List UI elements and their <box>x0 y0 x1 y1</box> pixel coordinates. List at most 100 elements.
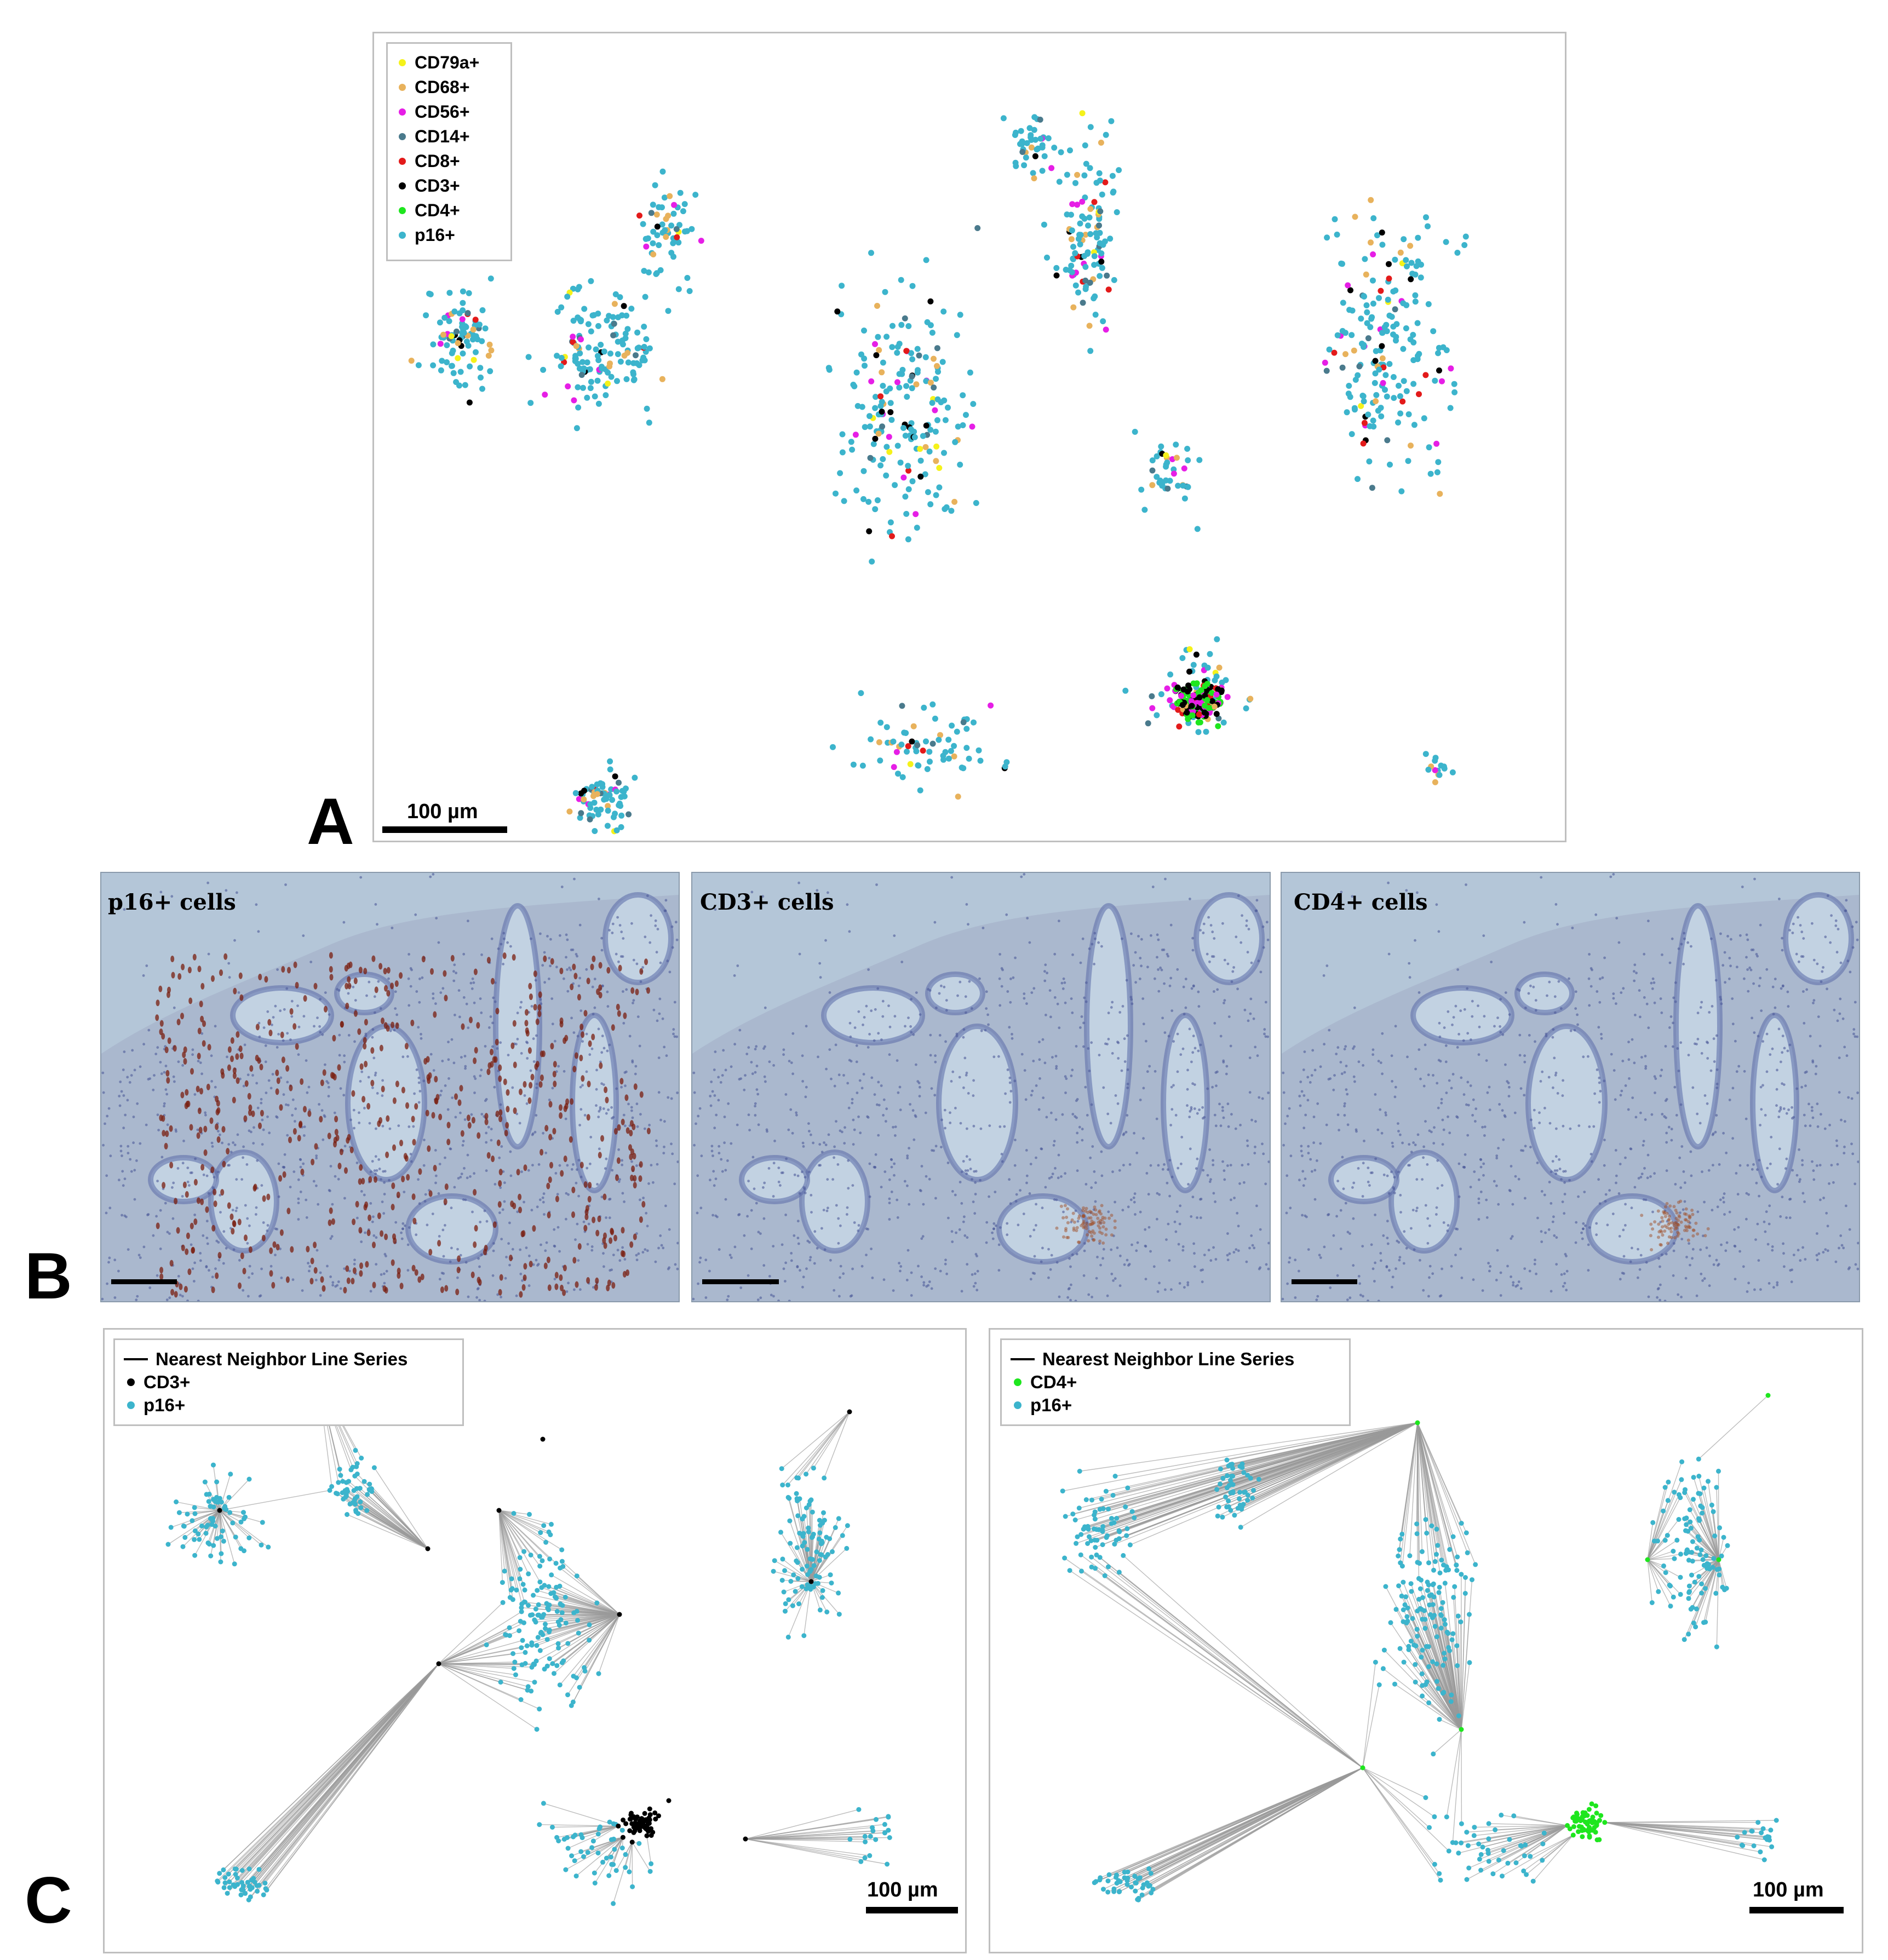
cell-point <box>631 376 638 383</box>
nucleus <box>1081 937 1084 940</box>
stain-mark <box>313 982 318 990</box>
stain-mark <box>179 1283 183 1290</box>
cell-point <box>606 313 612 319</box>
nucleus <box>1653 1172 1656 1175</box>
stain-mark <box>220 1189 225 1196</box>
nucleus <box>1212 1163 1215 1166</box>
cell-point <box>423 312 429 319</box>
nucleus <box>462 1140 465 1143</box>
nucleus <box>262 1221 265 1224</box>
nucleus <box>1191 936 1194 940</box>
cell-point <box>1405 458 1411 464</box>
nucleus <box>1651 977 1655 980</box>
nucleus <box>791 1032 795 1035</box>
stain-mark <box>572 1257 577 1264</box>
stain-mark <box>271 1281 276 1289</box>
nucleus <box>1622 1228 1625 1232</box>
nucleus <box>875 883 878 886</box>
nucleus <box>1120 1069 1123 1072</box>
nucleus <box>623 1071 627 1074</box>
nucleus <box>432 873 435 876</box>
nucleus <box>232 1248 236 1251</box>
nucleus <box>1752 982 1755 985</box>
nucleus <box>1679 1211 1682 1214</box>
cell-point <box>873 352 880 359</box>
nucleus <box>798 1192 801 1195</box>
nucleus <box>1428 1276 1431 1279</box>
stain-mark <box>583 1225 588 1232</box>
nucleus <box>1358 1282 1361 1285</box>
nucleus <box>911 1109 915 1112</box>
cell-point <box>1356 363 1363 370</box>
cell-point <box>1190 692 1197 699</box>
nucleus <box>1199 1198 1202 1201</box>
nucleus <box>120 1154 123 1157</box>
stain-mark <box>197 1053 201 1060</box>
stain-mark <box>185 1248 189 1255</box>
stain-mark <box>358 1178 362 1185</box>
stain-mark <box>552 1071 556 1078</box>
nucleus <box>442 1255 445 1258</box>
stain-mark <box>217 1252 222 1259</box>
cell-point <box>957 462 963 468</box>
stain-mark <box>443 970 447 977</box>
stain-mark <box>1090 1219 1094 1223</box>
nucleus <box>1139 957 1142 959</box>
nucleus <box>1426 1217 1430 1220</box>
stain-mark <box>554 1283 559 1290</box>
nucleus <box>922 1203 925 1206</box>
cell-point <box>1379 343 1385 349</box>
nucleus <box>881 999 885 1003</box>
nucleus <box>851 1267 854 1271</box>
nucleus <box>710 1145 714 1148</box>
cell-point <box>426 290 433 297</box>
nucleus <box>459 1111 462 1114</box>
nucleus <box>1472 1098 1475 1101</box>
nucleus <box>718 1152 721 1154</box>
nucleus <box>1447 1115 1449 1118</box>
nucleus <box>1312 1116 1316 1118</box>
stain-mark <box>357 1028 361 1035</box>
cell-point <box>936 737 942 743</box>
nucleus <box>516 1210 519 1214</box>
cell-point <box>589 312 596 319</box>
nucleus <box>1045 1116 1048 1119</box>
cell-point <box>592 828 598 834</box>
nucleus <box>1783 1047 1786 1050</box>
nucleus <box>275 1115 278 1118</box>
nucleus <box>959 1181 962 1183</box>
nucleus <box>382 1212 386 1215</box>
nucleus <box>474 1077 477 1080</box>
stain-mark <box>242 1268 246 1274</box>
nucleus <box>243 1043 246 1047</box>
nucleus <box>1812 1169 1815 1172</box>
cell-point <box>1157 478 1163 484</box>
cell-point <box>633 352 639 359</box>
nucleus <box>1700 1272 1703 1275</box>
nucleus <box>1126 1034 1129 1037</box>
nucleus <box>1057 1176 1060 1180</box>
nucleus <box>437 1192 440 1195</box>
nucleus <box>1637 1248 1639 1251</box>
nucleus <box>991 1231 994 1234</box>
cell-point <box>1207 651 1213 657</box>
nucleus <box>509 1174 513 1177</box>
nucleus <box>238 1258 241 1262</box>
nucleus <box>1422 1156 1425 1159</box>
nucleus <box>750 1248 753 1250</box>
stain-mark <box>586 978 590 985</box>
cell-point <box>1211 703 1218 710</box>
cell-point <box>879 423 886 430</box>
nucleus <box>605 1157 608 1160</box>
nucleus <box>1132 964 1135 967</box>
nucleus <box>1230 980 1233 983</box>
stain-mark <box>364 1201 369 1208</box>
nucleus <box>282 1039 285 1042</box>
nucleus <box>1580 1231 1583 1234</box>
cell-point <box>616 779 622 786</box>
nucleus <box>1781 1034 1784 1038</box>
stain-mark <box>293 961 297 968</box>
nucleus <box>1106 1294 1109 1297</box>
nucleus <box>1795 1174 1799 1177</box>
cell-point <box>456 310 463 317</box>
